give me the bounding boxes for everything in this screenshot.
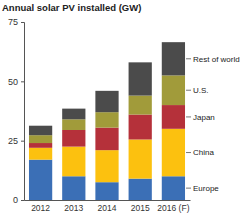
- tick-label: 2014: [98, 203, 117, 213]
- axis-line: [21, 23, 25, 201]
- bar: [29, 143, 52, 148]
- legend-leader: [186, 90, 191, 91]
- tick: 2013: [64, 200, 83, 213]
- legend-leader: [186, 152, 191, 153]
- tick-mark: [21, 22, 24, 23]
- bar: [129, 115, 152, 140]
- x-axis: 2012 2013 2014 2015 2016 (F): [25, 200, 191, 213]
- tick-label: 0: [13, 195, 18, 205]
- tick-label: 2015: [131, 203, 150, 213]
- bar: [95, 128, 118, 151]
- bar: [129, 62, 152, 95]
- bar: [162, 42, 185, 75]
- bar: [95, 91, 118, 112]
- bar: [95, 182, 118, 200]
- tick-label: 50: [8, 77, 18, 87]
- bars: [29, 42, 185, 200]
- series: [29, 42, 185, 135]
- legend-label: Japan: [193, 113, 215, 122]
- legend-leader: [186, 188, 191, 189]
- tick: 2015: [131, 200, 150, 213]
- bar: [62, 119, 85, 130]
- bar: [95, 150, 118, 182]
- bar: [129, 179, 152, 200]
- bar: [162, 105, 185, 129]
- tick-mark: [21, 81, 24, 82]
- tick-label: 25: [8, 136, 18, 146]
- legend-label: Rest of world: [193, 55, 240, 64]
- tick: 2014: [98, 200, 117, 213]
- plot: 0 25 50 75 2012 2013 2014 2015 2016 (F) Europe Chi…: [8, 17, 240, 213]
- legend-label: China: [193, 148, 214, 157]
- chart: Annual solar PV installed (GW) 0 25 50 75 201…: [0, 0, 250, 224]
- tick: 2016 (F): [157, 200, 189, 213]
- tick: 75: [8, 17, 24, 27]
- bar: [29, 135, 52, 143]
- legend-label: Europe: [193, 184, 219, 193]
- title: Annual solar PV installed (GW): [2, 2, 141, 13]
- bar: [62, 109, 85, 120]
- bar: [29, 126, 52, 135]
- legend-label: U.S.: [193, 86, 209, 95]
- tick-mark: [21, 200, 24, 201]
- tick: 0: [13, 195, 24, 205]
- tick: 25: [8, 136, 24, 146]
- tick-label: 75: [8, 17, 18, 27]
- tick-label: 2013: [64, 203, 83, 213]
- bar: [29, 148, 52, 160]
- bar: [95, 112, 118, 127]
- tick: 50: [8, 77, 24, 87]
- tick-label: 2016 (F): [157, 203, 189, 213]
- tick: 2012: [31, 200, 50, 213]
- bar: [62, 130, 85, 147]
- legend-leader: [186, 116, 191, 117]
- bar: [162, 129, 185, 176]
- legend-leader: [186, 58, 191, 59]
- series: [29, 75, 185, 143]
- tick-label: 2012: [31, 203, 50, 213]
- bar: [62, 147, 85, 177]
- bar: [162, 176, 185, 200]
- y-axis: 0 25 50 75: [8, 17, 25, 205]
- bar: [129, 139, 152, 178]
- bar: [129, 96, 152, 115]
- bar: [62, 176, 85, 200]
- bar: [29, 160, 52, 200]
- bar: [162, 75, 185, 105]
- legend: Europe China Japan U.S. Rest of world: [186, 55, 240, 193]
- tick-mark: [21, 141, 24, 142]
- axis-line: [25, 200, 191, 201]
